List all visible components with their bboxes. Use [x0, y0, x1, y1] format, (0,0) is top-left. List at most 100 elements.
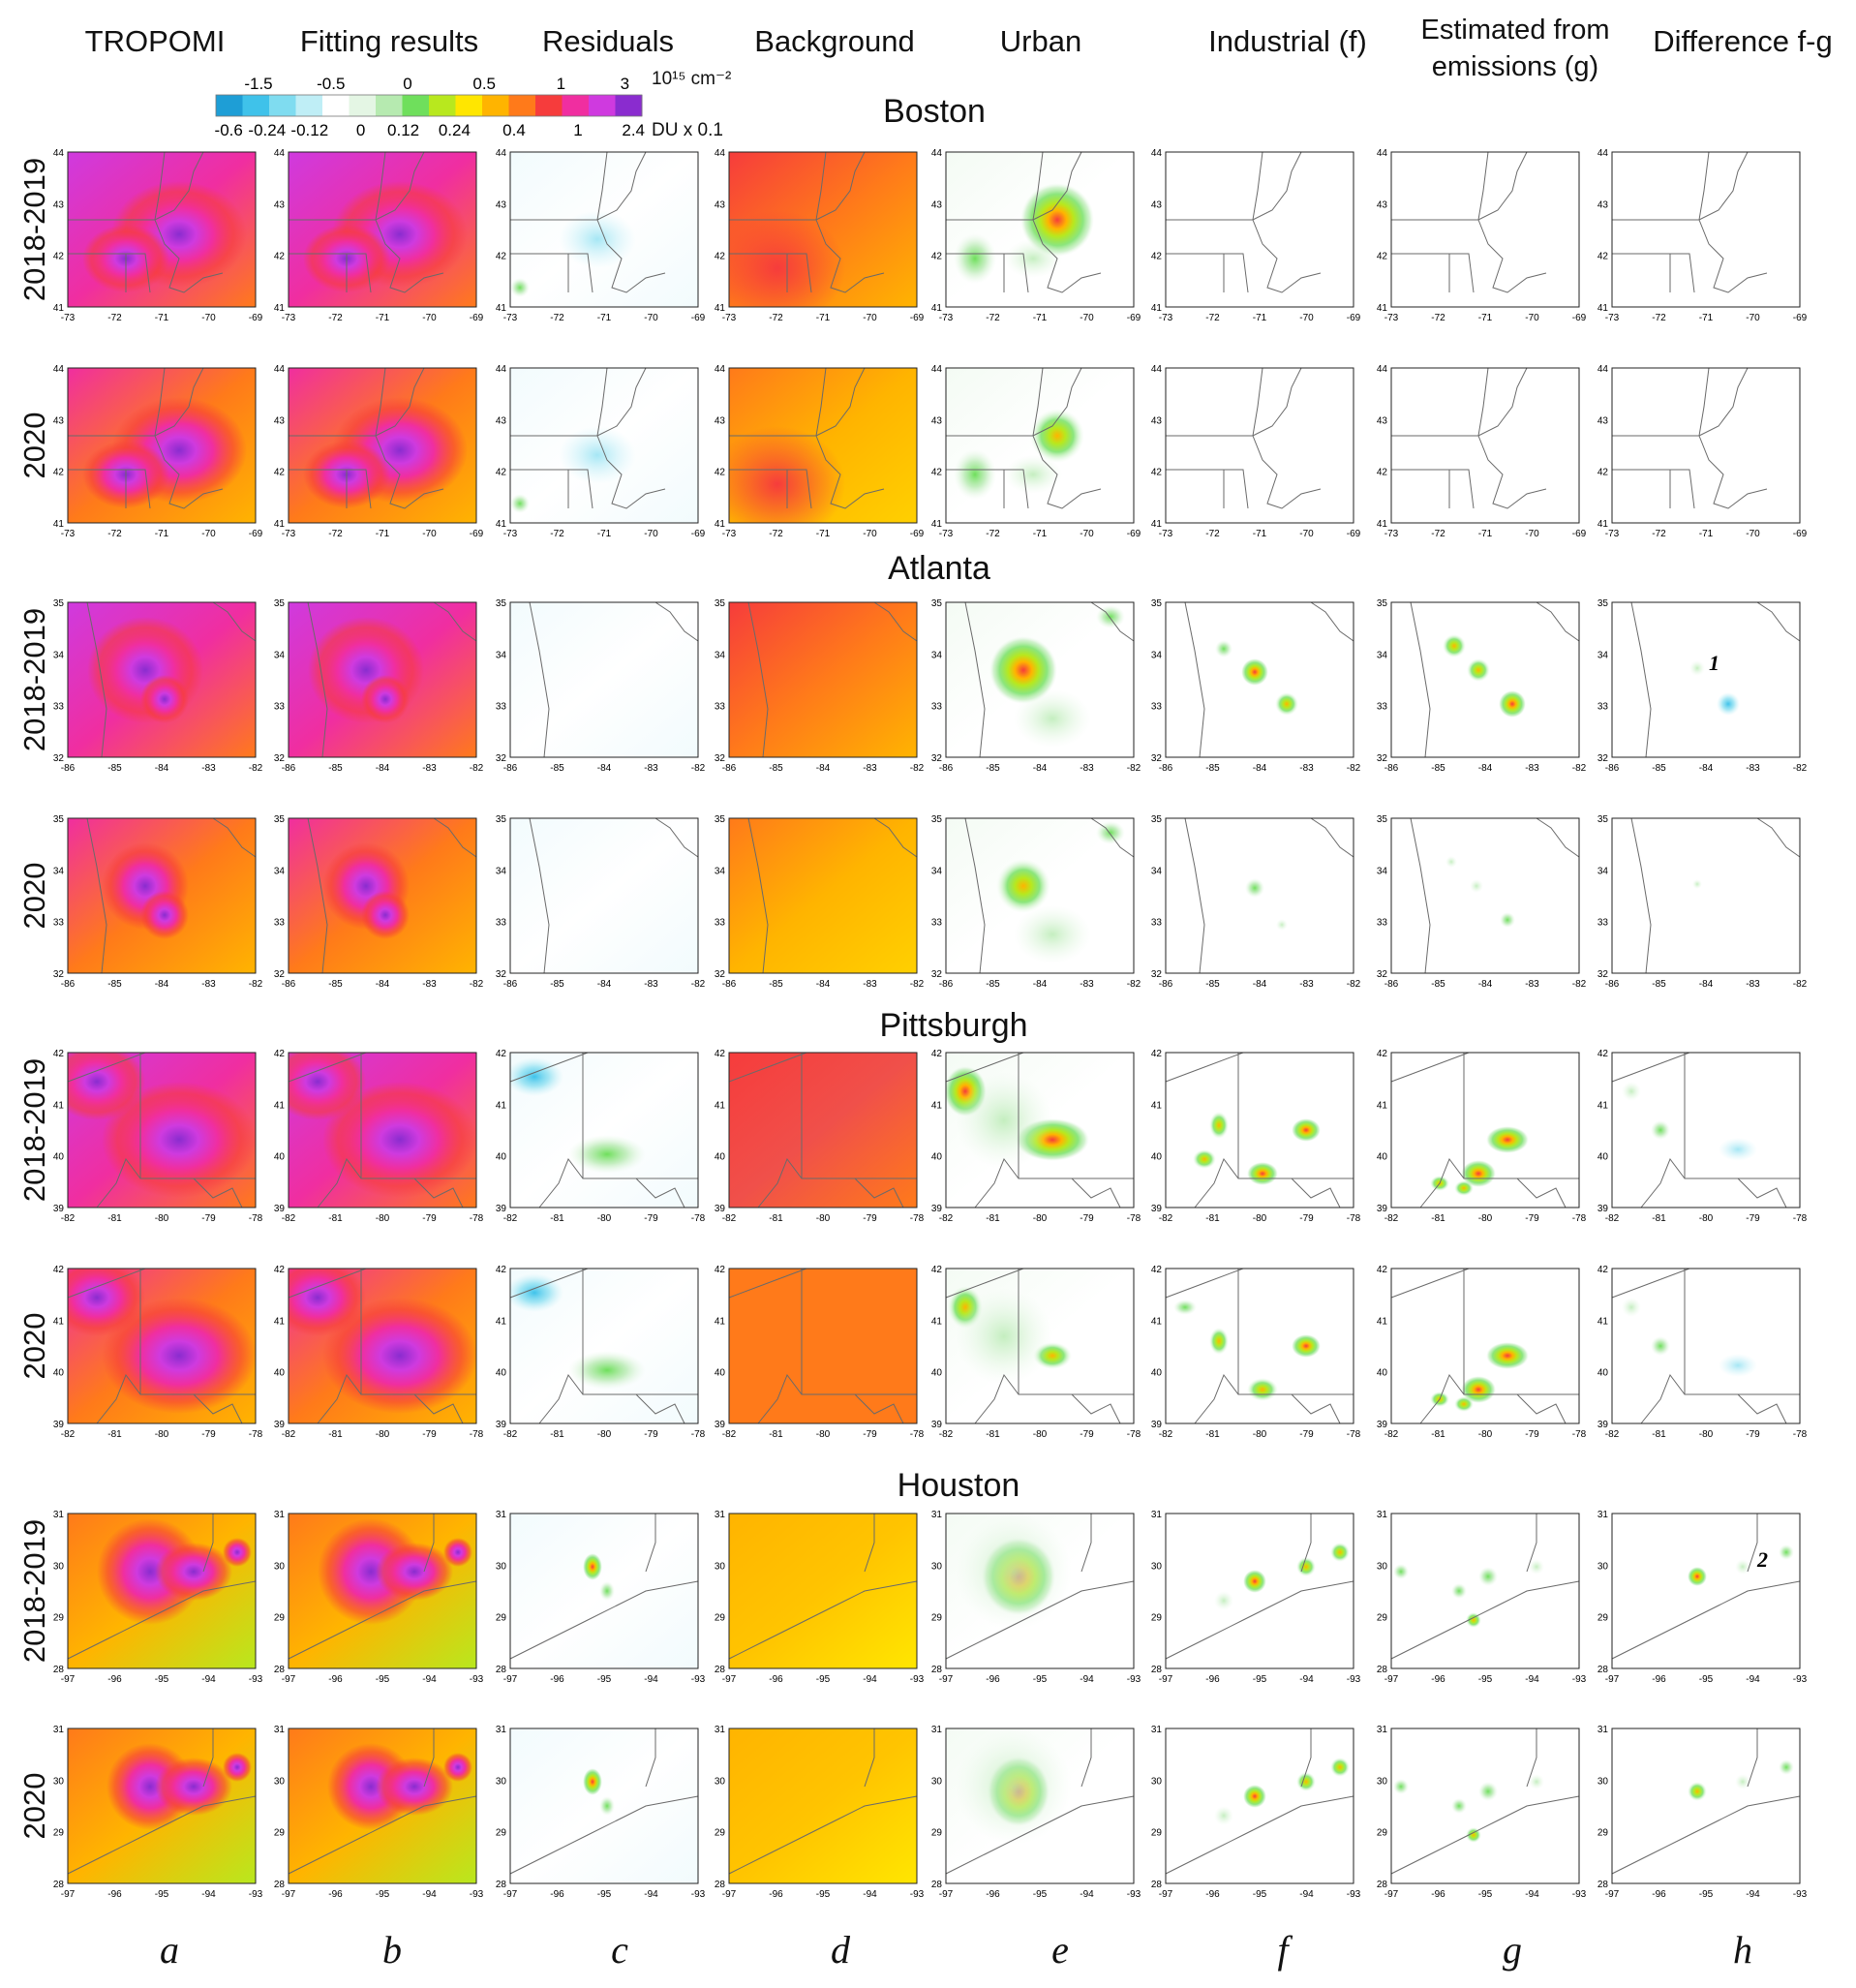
x-tick-label: -94 — [863, 1889, 877, 1900]
map-outline — [1390, 1728, 1580, 1875]
colorbar-top-tick: 0 — [403, 75, 411, 93]
panel-frame — [1611, 1513, 1801, 1669]
y-tick-label: 44 — [1377, 148, 1388, 159]
panel-houston-2018-2019-h: -97 -96 -95 -94 -93 28 29 30 31 2 — [1597, 1510, 1808, 1685]
y-tick-label: 32 — [1151, 969, 1163, 980]
field-blob — [1500, 912, 1515, 928]
field-blob — [583, 1553, 602, 1580]
field-blob — [954, 233, 996, 284]
field-blob — [1451, 1583, 1467, 1599]
field-blob — [1241, 658, 1268, 686]
x-tick-label: -72 — [1205, 529, 1220, 539]
y-tick-label: 33 — [931, 918, 943, 929]
panel-pittsburgh-2020-f: -82 -81 -80 -79 -78 39 40 41 42 — [1151, 1265, 1361, 1440]
colorbar-bottom-tick: 0.24 — [439, 121, 471, 139]
field-blob — [1296, 1772, 1316, 1791]
panel-background — [729, 1269, 917, 1423]
x-tick-label: -96 — [769, 1889, 783, 1900]
panel-frame — [1390, 1728, 1580, 1884]
x-tick-label: -81 — [1205, 1429, 1220, 1440]
x-tick-label: -81 — [107, 1429, 122, 1440]
x-tick-label: -93 — [910, 1889, 925, 1900]
x-tick-label: -96 — [986, 1674, 1000, 1685]
row-label: 2018-2019 — [17, 157, 51, 302]
y-tick-label: 43 — [1151, 415, 1163, 426]
panel-field — [510, 1269, 698, 1423]
panel-houston-2018-2019-g: -97 -96 -95 -94 -93 28 29 30 31 — [1377, 1510, 1587, 1685]
x-tick-label: -96 — [986, 1889, 1000, 1900]
y-tick-label: 43 — [931, 199, 943, 210]
map-outline — [1611, 1514, 1801, 1660]
panel-frame — [509, 1052, 699, 1208]
y-tick-label: 29 — [1597, 1828, 1609, 1839]
panel-boston-2018-2019-h: -73 -72 -71 -70 -69 41 42 43 44 — [1597, 148, 1808, 323]
field-blob — [361, 675, 410, 723]
panel-pittsburgh-2018-2019-f: -82 -81 -80 -79 -78 39 40 41 42 — [1151, 1049, 1361, 1224]
x-tick-label: -70 — [1525, 529, 1539, 539]
y-tick-label: 42 — [53, 252, 65, 262]
y-tick-label: 42 — [1151, 1049, 1163, 1059]
y-tick-label: 32 — [1597, 969, 1609, 980]
x-tick-label: -96 — [769, 1674, 783, 1685]
field-blob — [1779, 1545, 1794, 1560]
panel-field — [1166, 1269, 1354, 1423]
panel-houston-2018-2019-d: -97 -96 -95 -94 -93 28 29 30 31 — [715, 1510, 925, 1685]
x-tick-label: -83 — [201, 979, 216, 990]
panel-field — [1391, 602, 1579, 757]
panel-field — [1166, 818, 1354, 973]
x-tick-label: -82 — [1605, 1429, 1620, 1440]
panel-frame — [1165, 817, 1354, 974]
y-tick-label: 35 — [1151, 814, 1163, 825]
x-tick-label: -81 — [769, 1429, 783, 1440]
panel-pittsburgh-2018-2019-c: -82 -81 -80 -79 -78 39 40 41 42 — [496, 1049, 706, 1224]
y-tick-label: 41 — [1151, 1316, 1163, 1327]
panel-pittsburgh-2018-2019-g: -82 -81 -80 -79 -78 39 40 41 42 — [1377, 1049, 1587, 1224]
x-tick-label: -82 — [722, 1213, 737, 1224]
x-tick-label: -96 — [550, 1674, 564, 1685]
x-tick-label: -79 — [1080, 1429, 1094, 1440]
x-tick-label: -71 — [1033, 313, 1048, 323]
panel-pittsburgh-2020-d: -82 -81 -80 -79 -78 39 40 41 42 — [715, 1265, 925, 1440]
x-tick-label: -93 — [910, 1674, 925, 1685]
panel-boston-2020-b: -73 -72 -71 -70 -69 41 42 43 44 — [274, 364, 484, 539]
x-tick-label: -82 — [1159, 1213, 1173, 1224]
colorbar-swatch — [295, 95, 323, 116]
y-tick-label: 32 — [1377, 969, 1388, 980]
map-outline — [945, 1728, 1135, 1875]
x-tick-label: -79 — [1525, 1429, 1539, 1440]
field-blob — [599, 1581, 615, 1601]
y-tick-label: 30 — [496, 1776, 507, 1787]
x-tick-label: -84 — [155, 979, 169, 990]
x-tick-label: -82 — [939, 1429, 954, 1440]
field-blob — [1688, 1782, 1707, 1801]
colorbar-top-tick: 1 — [557, 75, 565, 93]
x-tick-label: -94 — [1299, 1889, 1314, 1900]
y-tick-label: 42 — [1597, 468, 1609, 478]
panel-houston-2018-2019-e: -97 -96 -95 -94 -93 28 29 30 31 — [931, 1510, 1141, 1685]
panel-pittsburgh-2020-c: -82 -81 -80 -79 -78 39 40 41 42 — [496, 1265, 706, 1440]
y-tick-label: 39 — [53, 1204, 65, 1214]
colorbar-swatch — [242, 95, 270, 116]
field-blob — [568, 1351, 646, 1390]
x-tick-label: -97 — [722, 1674, 737, 1685]
panel-frame — [945, 151, 1135, 308]
x-tick-label: -80 — [816, 1213, 831, 1224]
x-tick-label: -85 — [1431, 763, 1445, 774]
map-outline — [1611, 1728, 1801, 1875]
y-tick-label: 41 — [931, 1100, 943, 1111]
x-tick-label: -81 — [1652, 1429, 1666, 1440]
panel-frame — [728, 601, 918, 758]
panel-houston-2020-c: -97 -96 -95 -94 -93 28 29 30 31 — [496, 1725, 706, 1900]
y-tick-label: 34 — [274, 650, 286, 660]
panel-pittsburgh-2020-a: -82 -81 -80 -79 -78 39 40 41 42 — [53, 1265, 263, 1440]
y-tick-label: 42 — [496, 1049, 507, 1059]
x-tick-label: -69 — [1347, 529, 1361, 539]
field-blob — [956, 1514, 1072, 1630]
field-blob — [1209, 1112, 1229, 1139]
map-outline — [529, 817, 699, 974]
field-blob — [1651, 1336, 1670, 1356]
y-tick-label: 30 — [496, 1561, 507, 1572]
y-tick-label: 28 — [1377, 1665, 1388, 1675]
field-blob — [376, 1758, 453, 1816]
panel-frame — [288, 1513, 477, 1669]
